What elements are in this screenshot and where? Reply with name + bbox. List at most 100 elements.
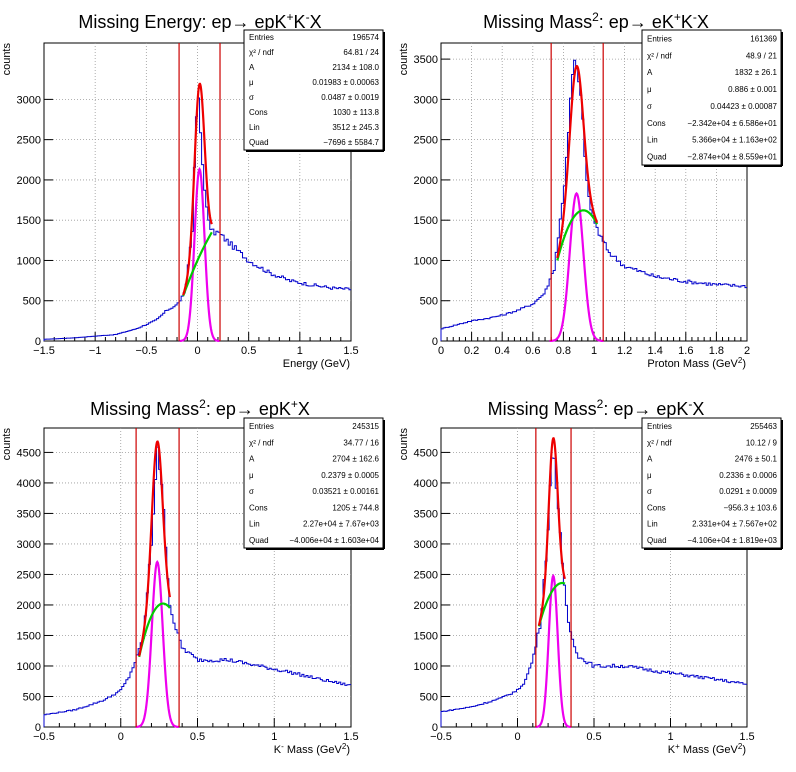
- chart-title: Missing Energy: ep→ epK+K-X: [78, 10, 321, 32]
- stats-label: χ² / ndf: [249, 438, 274, 447]
- x-tick-label: 0.4: [495, 345, 510, 357]
- x-tick-label: 0.2: [464, 345, 479, 357]
- stats-label: Entries: [647, 34, 672, 43]
- y-tick-label: 500: [420, 296, 438, 308]
- stats-value: 245315: [352, 422, 379, 431]
- histogram-series: [440, 457, 747, 727]
- y-tick-label: 1500: [17, 630, 41, 642]
- stats-value: −956.3 ± 103.6: [723, 503, 777, 512]
- x-tick-label: 1: [591, 345, 597, 357]
- stats-label: Lin: [249, 520, 260, 529]
- stats-value: 2.27e+04 ± 7.67e+03: [303, 520, 380, 529]
- y-tick-label: 3500: [17, 508, 41, 520]
- stats-value: 0.2336 ± 0.0006: [719, 471, 777, 480]
- stats-value: 0.04423 ± 0.00087: [710, 102, 777, 111]
- stats-label: Lin: [647, 520, 658, 529]
- stats-label: A: [647, 455, 653, 464]
- stats-value: 2476 ± 50.1: [735, 455, 778, 464]
- fit-stats-box: Entries 255463 χ² / ndf 10.12 / 9 A 2476 ± 50…: [641, 417, 783, 550]
- stats-label: Lin: [249, 123, 260, 132]
- stats-value: 2704 ± 162.6: [332, 455, 379, 464]
- chart-panel-1: −1.5 −1 −0.5 0 0.5 1 1.5 0 500 1000 1500 2000 2500 30…: [1, 10, 385, 370]
- y-axis-label: counts: [1, 43, 13, 76]
- fit-stats-box: Entries 196574 χ² / ndf 64.81 / 24 A 2134 ± 1…: [243, 29, 385, 152]
- y-tick-label: 2500: [17, 135, 41, 147]
- x-tick-label: 1.8: [709, 345, 724, 357]
- stats-value: 255463: [750, 422, 777, 431]
- stats-label: σ: [647, 102, 652, 111]
- stats-value: 1832 ± 26.1: [735, 68, 778, 77]
- background-quadratic-curve: [138, 602, 171, 658]
- stats-label: Cons: [249, 108, 268, 117]
- y-tick-label: 0: [35, 336, 41, 348]
- chart-title: Missing Mass2: ep→ eK+K-X: [483, 10, 709, 32]
- y-tick-label: 3500: [414, 508, 438, 520]
- y-tick-label: 1000: [414, 255, 438, 267]
- y-tick-label: 3000: [414, 539, 438, 551]
- x-tick-label: 1: [271, 731, 277, 743]
- background-quadratic-curve: [556, 209, 599, 261]
- x-tick-label: 1.5: [739, 731, 754, 743]
- y-tick-label: 1500: [414, 630, 438, 642]
- stats-label: Entries: [249, 33, 274, 42]
- y-tick-label: 1500: [414, 215, 438, 227]
- chart-panel-4: −0.5 0 0.5 1 1.50500100015002000250030003500…: [398, 397, 783, 756]
- y-tick-label: 2000: [414, 600, 438, 612]
- stats-label: μ: [647, 471, 652, 480]
- y-tick-label: 500: [23, 296, 41, 308]
- y-tick-label: 0: [432, 722, 438, 734]
- y-tick-label: 2500: [17, 569, 41, 581]
- x-tick-label: 0.5: [586, 731, 601, 743]
- total-fit-curve: [556, 64, 599, 259]
- stats-label: σ: [249, 487, 254, 496]
- stats-value: 2134 ± 108.0: [332, 63, 379, 72]
- stats-label: σ: [647, 487, 652, 496]
- stats-box-frame: [641, 29, 782, 166]
- stats-label: χ² / ndf: [647, 51, 672, 60]
- y-tick-label: 1000: [17, 661, 41, 673]
- stats-label: Quad: [647, 153, 667, 162]
- stats-label: μ: [249, 471, 254, 480]
- y-axis-label: counts: [398, 43, 410, 76]
- y-tick-label: 1000: [414, 661, 438, 673]
- stats-label: Cons: [647, 119, 666, 128]
- signal-gaussian-curve: [549, 191, 604, 343]
- total-fit-curve: [537, 436, 566, 626]
- stats-value: 0.01983 ± 0.00063: [312, 78, 379, 87]
- stats-value: 1030 ± 113.8: [333, 108, 380, 117]
- y-tick-label: 2500: [414, 569, 438, 581]
- y-axis-label: counts: [1, 428, 13, 461]
- x-tick-label: 0.5: [241, 345, 256, 357]
- y-axis-label: counts: [398, 428, 410, 461]
- total-fit-curve: [138, 440, 171, 657]
- stats-label: Quad: [249, 536, 269, 545]
- y-tick-label: 4000: [414, 478, 438, 490]
- stats-value: −4.006e+04 ± 1.603e+04: [289, 536, 379, 545]
- stats-label: A: [647, 68, 653, 77]
- signal-gaussian-curve: [535, 573, 572, 729]
- stats-value: −7696 ± 5584.7: [323, 138, 379, 147]
- y-tick-label: 4500: [414, 447, 438, 459]
- stats-label: σ: [249, 93, 254, 102]
- stats-label: Entries: [249, 422, 274, 431]
- y-tick-label: 2000: [17, 600, 41, 612]
- x-tick-label: 1: [667, 731, 673, 743]
- y-tick-label: 4000: [17, 478, 41, 490]
- stats-value: 196574: [352, 33, 379, 42]
- x-tick-label: 0: [118, 731, 124, 743]
- stats-value: −2.874e+04 ± 8.559e+01: [687, 153, 777, 162]
- x-tick-label: −0.5: [33, 731, 55, 743]
- stats-label: Quad: [647, 536, 667, 545]
- stats-value: 10.12 / 9: [746, 438, 778, 447]
- x-tick-label: 0.6: [525, 345, 540, 357]
- stats-value: 48.9 / 21: [746, 51, 778, 60]
- stats-label: Entries: [647, 422, 672, 431]
- histogram-series: [43, 446, 351, 727]
- stats-value: 161369: [750, 34, 777, 43]
- x-tick-label: 1.5: [343, 345, 358, 357]
- x-tick-label: −1: [89, 345, 102, 357]
- stats-value: 0.0487 ± 0.0019: [321, 93, 379, 102]
- stats-value: −2.342e+04 ± 6.586e+01: [687, 119, 777, 128]
- stats-value: 0.0291 ± 0.0009: [719, 487, 777, 496]
- stats-value: 2.331e+04 ± 7.567e+02: [692, 520, 777, 529]
